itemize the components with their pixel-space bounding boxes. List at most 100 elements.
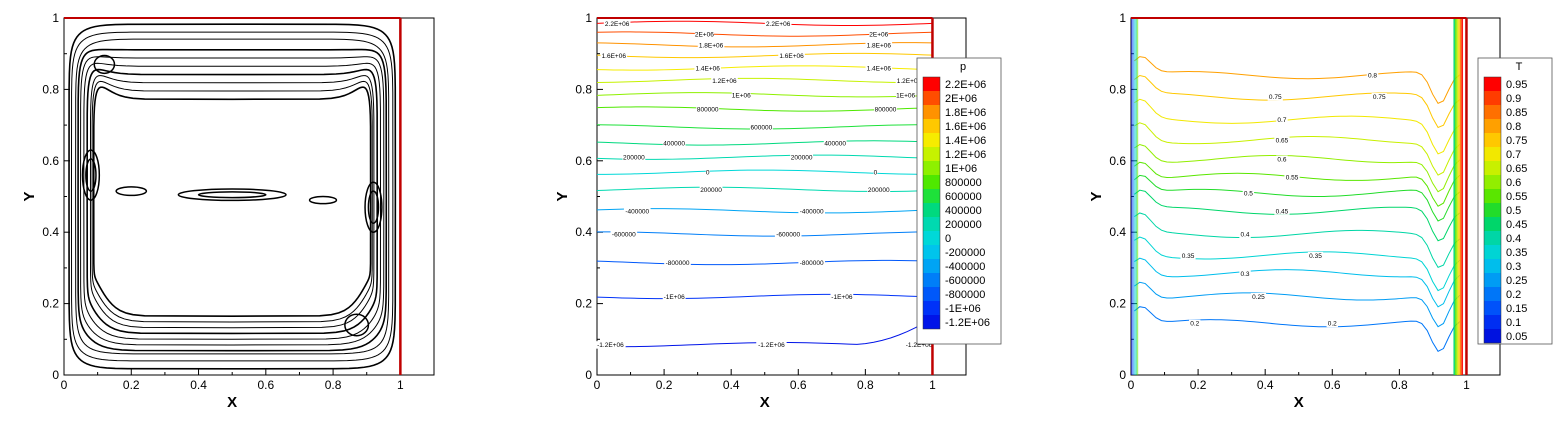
contour-label: -600000	[776, 231, 800, 238]
legend-label: 0.4	[1506, 233, 1521, 245]
legend-swatch	[1484, 203, 1501, 217]
x-tick-label: 0.2	[1190, 378, 1207, 392]
contour-label-bg	[603, 19, 631, 28]
temperature-contour	[1134, 257, 1461, 308]
contour-label-bg	[1326, 319, 1338, 328]
legend-title: T	[1516, 61, 1523, 73]
temperature-panel: 0 0.2 0.4 0.6 0.8 1 0 0.2 0.4 0.6 0.8 1 X Y 0.8 0.75 0.7…	[1088, 11, 1553, 411]
y-tick-label: 0.2	[1109, 297, 1126, 311]
y-axis-label: Y	[21, 191, 38, 201]
contour-label-bg	[778, 51, 805, 60]
contour-label: -1.2E+06	[758, 342, 785, 349]
cold-wall-band	[1134, 18, 1136, 375]
legend-swatch	[1484, 133, 1501, 147]
contour-label-bg	[610, 230, 638, 238]
contour-label: 0.75	[1269, 94, 1282, 101]
hot-wall-band	[1461, 18, 1464, 375]
x-tick-label: 0.4	[190, 378, 207, 392]
x-axis-label: X	[1294, 394, 1304, 411]
legend-swatch	[923, 175, 940, 189]
secondary-vortex	[197, 191, 267, 199]
contour-label-bg	[1239, 269, 1251, 278]
contour-label: 200000	[623, 155, 645, 162]
contour-label: 800000	[875, 107, 897, 114]
contour-label-bg	[1180, 251, 1196, 260]
contour-label: 0.75	[1373, 94, 1386, 101]
plot-frame	[596, 17, 967, 376]
contour-label-bg	[697, 41, 725, 49]
legend-label: 0.15	[1506, 303, 1527, 315]
legend-label: 0.2	[1506, 289, 1521, 301]
contour-label-bg	[1242, 189, 1255, 197]
contour-label: 1.2E+06	[897, 78, 922, 85]
x-tick-label: 0.2	[123, 378, 140, 392]
streamline	[68, 23, 397, 370]
y-axis-label: Y	[554, 191, 571, 201]
legend-label: 600000	[945, 191, 982, 203]
legend-label: -400000	[945, 261, 985, 273]
legend-label: -1.2E+06	[945, 317, 990, 329]
pressure-contour	[596, 52, 933, 59]
streamline	[86, 68, 379, 335]
contour-label: 1E+06	[732, 92, 751, 99]
secondary-vortex	[177, 188, 287, 202]
contour-label-bg	[1250, 292, 1267, 301]
contour-label: 0.6	[1277, 157, 1286, 164]
contour-label: 200000	[868, 187, 890, 194]
temperature-contour	[1134, 306, 1461, 352]
legend-label: 1E+06	[945, 163, 977, 175]
legend-swatch	[1484, 245, 1501, 259]
legend-title: p	[960, 61, 966, 73]
contour-label-bg	[865, 41, 893, 49]
contour-label: 400000	[663, 140, 685, 147]
legend-label: -600000	[945, 275, 985, 287]
temperature-contour	[1134, 122, 1461, 176]
pressure-contour	[596, 259, 933, 266]
contour-label-bg	[711, 76, 738, 85]
legend-label: 0.1	[1506, 317, 1521, 329]
y-tick-label: 0.2	[575, 297, 592, 311]
x-tick-label: 1	[1463, 378, 1470, 392]
legend-label: 0.3	[1506, 261, 1521, 273]
temperature-contour	[1134, 56, 1461, 105]
contour-label-bg	[694, 30, 714, 39]
contour-label: 1.4E+06	[695, 65, 720, 72]
contour-label-bg	[1276, 116, 1288, 124]
y-tick-label: 0.6	[1109, 154, 1126, 168]
y-tick-label: 0	[52, 368, 59, 382]
contour-label: -800000	[800, 260, 824, 267]
temperature-contour	[1134, 281, 1461, 328]
x-tick-label: 0.2	[656, 378, 673, 392]
legend-label: -200000	[945, 247, 985, 259]
contour-label: 0.5	[1244, 190, 1253, 197]
contour-label: 1.4E+06	[867, 65, 892, 72]
contour-label-bg	[1307, 251, 1324, 260]
legend-label: 0.25	[1506, 275, 1527, 287]
contour-label: 0.35	[1182, 253, 1195, 260]
legend-swatch	[1484, 147, 1501, 161]
legend-swatch	[1484, 175, 1501, 189]
legend-swatch	[1484, 231, 1501, 245]
legend-swatch	[1484, 259, 1501, 273]
contour-label-bg	[764, 19, 792, 28]
contour-label: 1.8E+06	[699, 42, 724, 49]
pressure-contour	[596, 92, 933, 98]
contour-label: -800000	[666, 260, 690, 267]
contour-label: 0.55	[1286, 174, 1299, 181]
legend-swatch	[923, 259, 940, 273]
legend-label: 0.35	[1506, 247, 1527, 259]
contour-label-bg	[874, 105, 897, 114]
legend-swatch	[923, 119, 940, 133]
contour-label-bg	[896, 91, 916, 99]
contour-label: -1.2E+06	[906, 342, 933, 349]
contour-label-bg	[705, 168, 710, 177]
x-tick-label: 0.8	[857, 378, 874, 392]
pressure-panel: 0 0.2 0.4 0.6 0.8 1 0 0.2 0.4 0.6 0.8 1 X Y 2.2E+06 2.2…	[554, 11, 1002, 411]
hot-wall-band	[1458, 18, 1460, 375]
contour-label-bg	[865, 64, 893, 72]
legend-swatch	[923, 273, 940, 287]
temperature-contour	[1134, 212, 1461, 268]
contour-label-bg	[1189, 319, 1201, 328]
x-tick-label: 0.6	[790, 378, 807, 392]
pressure-contour	[596, 154, 933, 160]
